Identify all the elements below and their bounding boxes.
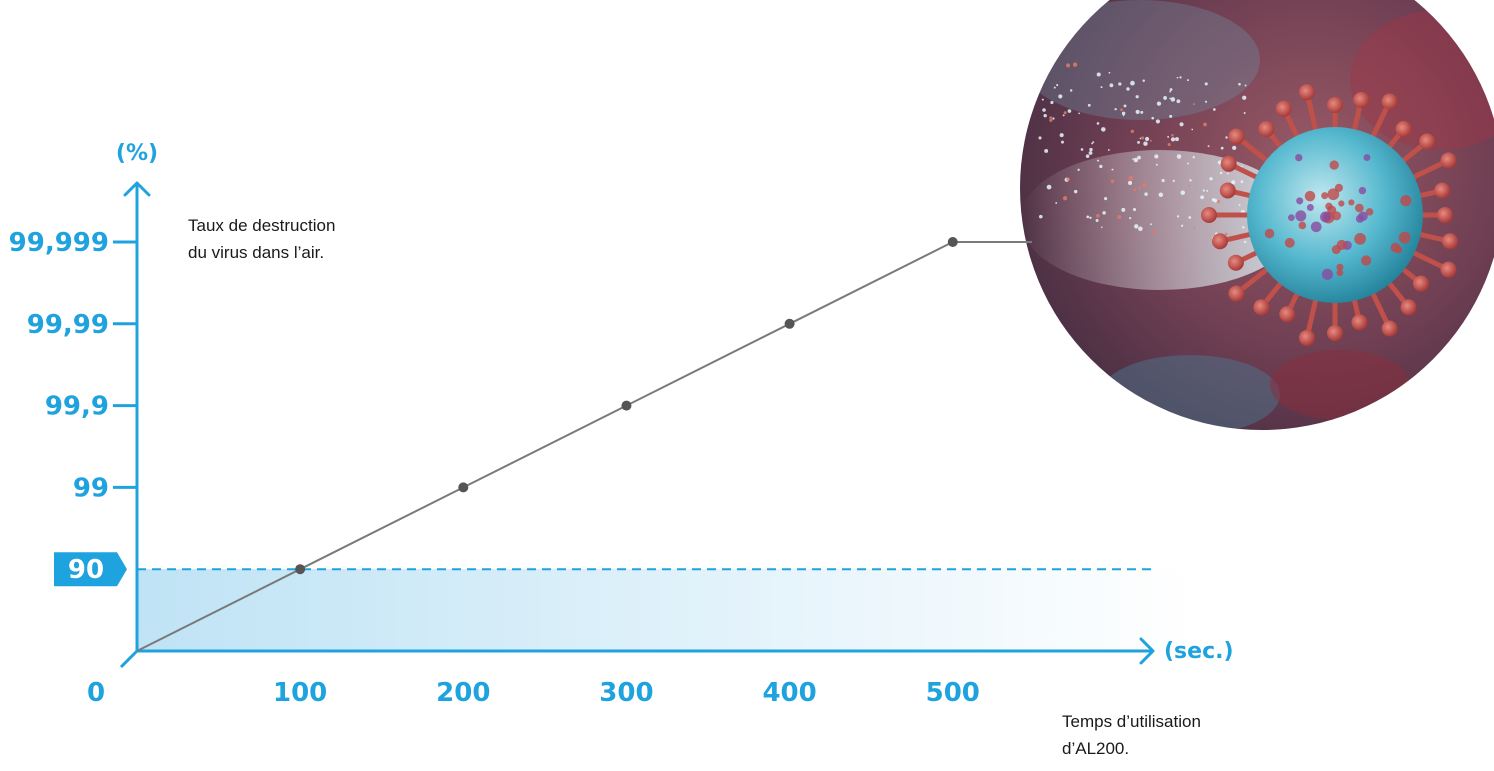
origin-stub [119, 649, 139, 669]
x-tick-label: 100 [273, 678, 327, 708]
data-point [784, 318, 795, 329]
y-tick-label: 99,9 [45, 392, 109, 422]
data-point [947, 237, 958, 247]
x-tick-label: 300 [599, 678, 653, 708]
y-tick-label-highlight: 90 [68, 555, 104, 585]
y-axis-unit: (%) [116, 141, 158, 166]
below-90-band [137, 569, 1195, 651]
data-point [621, 400, 632, 411]
x-axis-unit: (sec.) [1164, 639, 1234, 664]
y-axis-arrow [123, 181, 151, 197]
y-tick-label: 99 [73, 473, 109, 503]
x-caption-line-2: d’AL200. [1062, 739, 1130, 758]
virus-illustration [1020, 0, 1494, 430]
data-point [295, 564, 306, 575]
series-line [136, 241, 954, 652]
x-tick-label: 500 [926, 678, 980, 708]
x-tick-label: 400 [762, 678, 816, 708]
x-axis-arrow [1139, 637, 1155, 665]
y-axis-caption: Taux de destruction du virus dans l’air. [188, 212, 335, 266]
y-caption-line-2: du virus dans l’air. [188, 243, 325, 262]
x-caption-line-1: Temps d’utilisation [1062, 712, 1201, 731]
x-axis-caption: Temps d’utilisation d’AL200. [1062, 708, 1201, 762]
y-tick-label: 99,999 [9, 228, 109, 258]
y-tick-label: 99,99 [27, 310, 109, 340]
x-tick-label: 0 [87, 678, 105, 708]
y-caption-line-1: Taux de destruction [188, 216, 336, 235]
x-tick-label: 200 [436, 678, 490, 708]
y-tick-90-badge: 90 [54, 552, 127, 587]
data-point [458, 482, 469, 493]
